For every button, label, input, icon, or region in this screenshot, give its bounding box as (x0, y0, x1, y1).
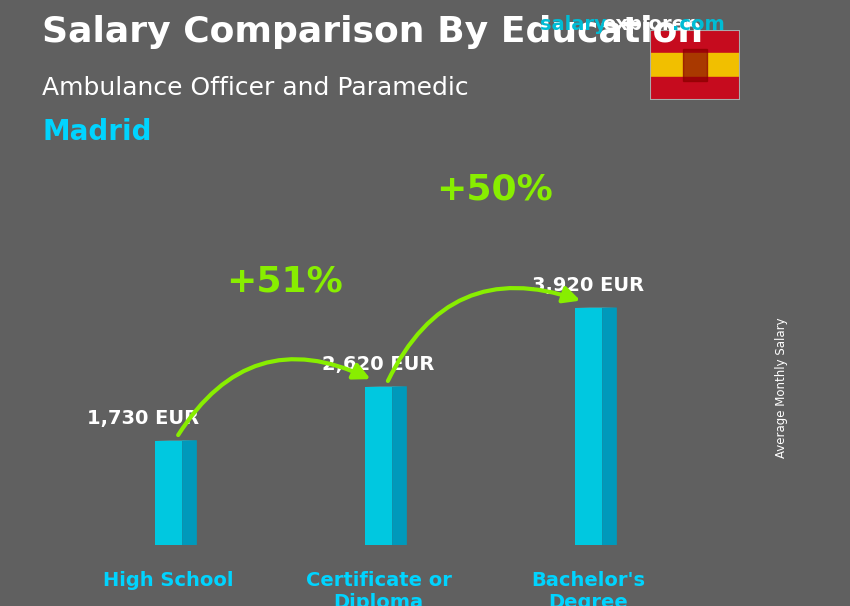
Polygon shape (392, 386, 407, 545)
Text: 1,730 EUR: 1,730 EUR (88, 409, 200, 428)
Polygon shape (602, 307, 617, 545)
Text: 2,620 EUR: 2,620 EUR (322, 355, 434, 374)
Text: +51%: +51% (225, 264, 343, 298)
Text: +50%: +50% (435, 173, 552, 207)
FancyBboxPatch shape (155, 441, 182, 545)
Text: salary: salary (540, 15, 607, 34)
Bar (650, 53, 740, 78)
Bar (650, 30, 740, 53)
Text: Ambulance Officer and Paramedic: Ambulance Officer and Paramedic (42, 76, 469, 100)
Text: Average Monthly Salary: Average Monthly Salary (775, 318, 789, 458)
Bar (650, 78, 740, 100)
FancyBboxPatch shape (365, 387, 392, 545)
Text: .com: .com (672, 15, 725, 34)
Text: Bachelor's
Degree: Bachelor's Degree (531, 571, 645, 606)
Text: 3,920 EUR: 3,920 EUR (532, 276, 644, 295)
Bar (683, 50, 706, 81)
Text: Salary Comparison By Education: Salary Comparison By Education (42, 15, 704, 49)
FancyBboxPatch shape (575, 308, 602, 545)
Text: Certificate or
Diploma: Certificate or Diploma (305, 571, 451, 606)
Text: explorer: explorer (602, 15, 694, 34)
Text: High School: High School (103, 571, 234, 590)
Text: Madrid: Madrid (42, 118, 152, 146)
Polygon shape (182, 440, 197, 545)
